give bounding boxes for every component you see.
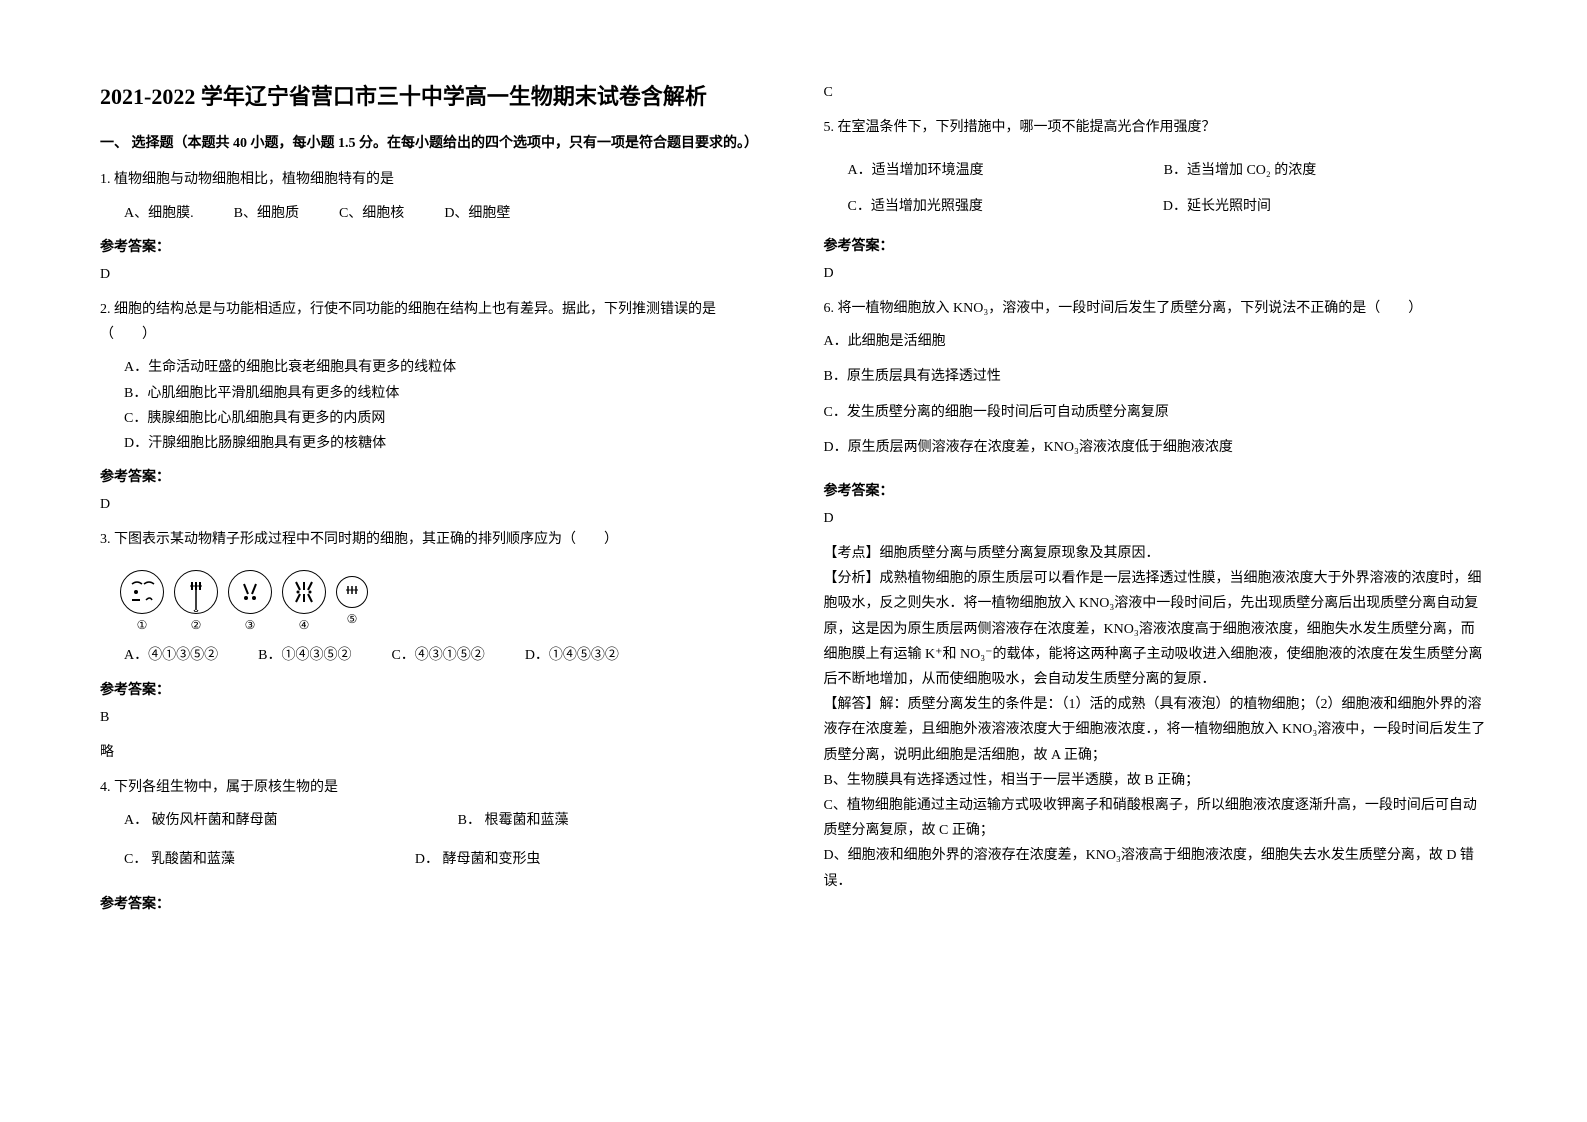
q6-fenxi: 【分析】成熟植物细胞的原生质层可以看作是一层选择透过性膜，当细胞液浓度大于外界溶…	[824, 566, 1488, 692]
q5-opt-a: A．适当增加环境温度	[848, 158, 984, 183]
q4-opt-b: B． 根霉菌和蓝藻	[458, 808, 569, 833]
cell-label-4: ④	[299, 618, 310, 633]
q3-opt-a: A．④①③⑤②	[124, 643, 218, 668]
cell-circle-5	[336, 576, 368, 608]
q1-options: A、细胞膜. B、细胞质 C、细胞核 D、细胞壁	[124, 201, 764, 226]
q2-answer-label: 参考答案：	[100, 466, 764, 486]
q1-opt-c: C、细胞核	[339, 201, 404, 226]
q3-answer: B	[100, 705, 764, 730]
cell-label-1: ①	[137, 618, 148, 633]
q1-opt-b: B、细胞质	[234, 201, 299, 226]
q1-text: 1. 植物细胞与动物细胞相比，植物细胞特有的是	[100, 167, 764, 192]
q4-answer: C	[824, 80, 1488, 105]
cell-circle-1	[120, 570, 164, 614]
q3-answer-label: 参考答案：	[100, 679, 764, 699]
cell-4: ④	[282, 570, 326, 633]
q2-text: 2. 细胞的结构总是与功能相适应，行使不同功能的细胞在结构上也有差异。据此，下列…	[100, 297, 764, 347]
q2-opt-b: B．心肌细胞比平滑肌细胞具有更多的线粒体	[124, 381, 764, 406]
q5-opt-d: D．延长光照时间	[1163, 194, 1271, 219]
cell-label-2: ②	[191, 618, 202, 633]
q6-jieda-b: B、生物膜具有选择透过性，相当于一层半透膜，故 B 正确；	[824, 768, 1488, 793]
q1-answer: D	[100, 262, 764, 287]
q5-opt-b: B．适当增加 CO₂ 的浓度	[1164, 158, 1317, 183]
q6-opt-a: A．此细胞是活细胞	[824, 329, 1488, 354]
q6-options: A．此细胞是活细胞 B．原生质层具有选择透过性 C．发生质壁分离的细胞一段时间后…	[824, 329, 1488, 470]
cell-label-3: ③	[245, 618, 256, 633]
q3-options: A．④①③⑤② B．①④③⑤② C．④③①⑤② D．①④⑤③②	[124, 643, 764, 668]
cell-circle-3	[228, 570, 272, 614]
q3-opt-b: B．①④③⑤②	[258, 643, 351, 668]
q6-opt-c: C．发生质壁分离的细胞一段时间后可自动质壁分离复原	[824, 400, 1488, 425]
q1-opt-d: D、细胞壁	[444, 201, 510, 226]
exam-title: 2021-2022 学年辽宁省营口市三十中学高一生物期末试卷含解析	[100, 80, 764, 113]
q3-diagram: ① ②	[120, 570, 744, 633]
q5-answer-label: 参考答案：	[824, 235, 1488, 255]
q6-jieda-c: C、植物细胞能通过主动运输方式吸收钾离子和硝酸根离子，所以细胞液浓度逐渐升高，一…	[824, 793, 1488, 843]
q2-answer: D	[100, 492, 764, 517]
q4-opt-a: A． 破伤风杆菌和酵母菌	[124, 808, 278, 833]
q5-answer: D	[824, 261, 1488, 286]
cell-3: ③	[228, 570, 272, 633]
cell-1: ①	[120, 570, 164, 633]
q5-options: A．适当增加环境温度 B．适当增加 CO₂ 的浓度 C．适当增加光照强度 D．延…	[848, 158, 1488, 218]
q4-answer-label: 参考答案：	[100, 893, 764, 913]
q6-opt-d: D．原生质层两侧溶液存在浓度差，KNO₃溶液浓度低于细胞液浓度	[824, 435, 1488, 460]
left-column: 2021-2022 学年辽宁省营口市三十中学高一生物期末试卷含解析 一、 选择题…	[100, 80, 764, 1082]
q1-opt-a: A、细胞膜.	[124, 201, 194, 226]
q6-answer-label: 参考答案：	[824, 480, 1488, 500]
q5-text: 5. 在室温条件下，下列措施中，哪一项不能提高光合作用强度？	[824, 115, 1488, 140]
cell-5: ⑤	[336, 576, 368, 627]
section-header: 一、 选择题（本题共 40 小题，每小题 1.5 分。在每小题给出的四个选项中，…	[100, 133, 764, 155]
q4-opt-c: C． 乳酸菌和蓝藻	[124, 847, 235, 872]
q2-opt-c: C．胰腺细胞比心肌细胞具有更多的内质网	[124, 406, 764, 431]
q3-note: 略	[100, 740, 764, 765]
q6-jieda-d: D、细胞液和细胞外界的溶液存在浓度差，KNO₃溶液高于细胞液浓度，细胞失去水发生…	[824, 843, 1488, 893]
cell-circle-4	[282, 570, 326, 614]
q4-text: 4. 下列各组生物中，属于原核生物的是	[100, 775, 764, 800]
q6-answer: D	[824, 506, 1488, 531]
right-column: C 5. 在室温条件下，下列措施中，哪一项不能提高光合作用强度？ A．适当增加环…	[824, 80, 1488, 1082]
q6-kaodian: 【考点】细胞质壁分离与质壁分离复原现象及其原因．	[824, 541, 1488, 566]
q4-options: A． 破伤风杆菌和酵母菌 B． 根霉菌和蓝藻 C． 乳酸菌和蓝藻 D． 酵母菌和…	[124, 808, 764, 872]
q3-opt-c: C．④③①⑤②	[391, 643, 484, 668]
cell-label-5: ⑤	[347, 612, 358, 627]
q4-opt-d: D． 酵母菌和变形虫	[415, 847, 541, 872]
q5-opt-c: C．适当增加光照强度	[848, 194, 983, 219]
cell-circle-2	[174, 570, 218, 614]
q2-opt-a: A．生命活动旺盛的细胞比衰老细胞具有更多的线粒体	[124, 355, 764, 380]
q6-opt-b: B．原生质层具有选择透过性	[824, 364, 1488, 389]
q6-jieda-intro: 【解答】解：质壁分离发生的条件是：（1）活的成熟（具有液泡）的植物细胞；（2）细…	[824, 692, 1488, 768]
q3-text: 3. 下图表示某动物精子形成过程中不同时期的细胞，其正确的排列顺序应为（ ）	[100, 527, 764, 552]
q6-text: 6. 将一植物细胞放入 KNO₃，溶液中，一段时间后发生了质壁分离，下列说法不正…	[824, 296, 1488, 321]
q2-options: A．生命活动旺盛的细胞比衰老细胞具有更多的线粒体 B．心肌细胞比平滑肌细胞具有更…	[124, 355, 764, 456]
cell-2: ②	[174, 570, 218, 633]
q3-opt-d: D．①④⑤③②	[525, 643, 619, 668]
q1-answer-label: 参考答案：	[100, 236, 764, 256]
q2-opt-d: D．汗腺细胞比肠腺细胞具有更多的核糖体	[124, 431, 764, 456]
